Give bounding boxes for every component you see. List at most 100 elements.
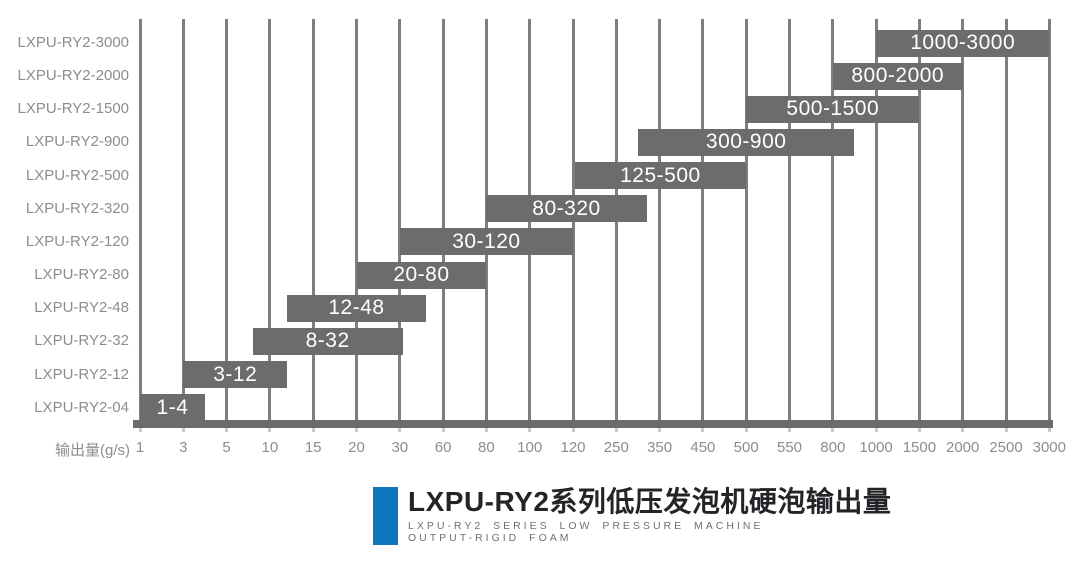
gridline	[1004, 19, 1008, 420]
bar-label: 8-32	[305, 329, 350, 353]
bar-label: 80-320	[532, 196, 601, 220]
x-axis-tick-label: 120	[560, 439, 586, 456]
gridline	[744, 19, 748, 420]
output-range-bar: 3-12	[183, 361, 288, 388]
x-axis-tick-label: 1500	[902, 439, 937, 456]
bar-label: 300-900	[705, 130, 787, 154]
gridline	[917, 19, 921, 420]
x-axis-tick-label: 80	[478, 439, 495, 456]
tick-mark	[268, 428, 272, 432]
gridline	[441, 19, 445, 420]
tick-mark	[225, 428, 229, 432]
x-axis-tick-label: 60	[434, 439, 452, 456]
bar-label: 800-2000	[851, 64, 945, 88]
x-axis-tick-label: 800	[820, 439, 846, 456]
y-axis-label: LXPU-RY2-32	[34, 332, 129, 350]
y-axis-label: LXPU-RY2-12	[34, 365, 129, 383]
x-axis-tick-label: 100	[517, 439, 543, 456]
x-axis-tick-label: 30	[391, 439, 409, 456]
x-axis-tick-label: 2000	[946, 439, 980, 456]
tick-mark	[571, 428, 575, 432]
output-range-bar: 20-80	[356, 261, 487, 289]
y-axis-label: LXPU-RY2-320	[25, 199, 129, 217]
tick-mark	[311, 428, 315, 432]
output-range-bar: 1-4	[140, 394, 205, 422]
tick-mark	[874, 428, 878, 432]
gridline	[181, 19, 185, 420]
bar-label: 1000-3000	[910, 31, 1016, 54]
tick-mark	[744, 428, 748, 432]
gridline	[788, 19, 791, 420]
tick-mark	[355, 428, 358, 432]
chart-caption: LXPU-RY2系列低压发泡机硬泡输出量 LXPU-RY2 SERIES LOW…	[373, 487, 891, 545]
tick-mark	[484, 428, 488, 432]
bar-label: 12-48	[328, 296, 385, 320]
output-range-bar: 300-900	[637, 128, 855, 156]
tick-mark	[181, 428, 185, 432]
y-axis-label: LXPU-RY2-1500	[17, 100, 129, 118]
bar-label: 1-4	[156, 395, 189, 419]
y-axis-label: LXPU-RY2-2000	[17, 67, 129, 85]
y-axis-label: LXPU-RY2-48	[34, 299, 129, 317]
x-axis-tick-label: 1	[135, 439, 145, 456]
x-axis-tick-label: 5	[222, 439, 231, 456]
x-axis-tick-label: 550	[776, 439, 803, 456]
gridline	[398, 19, 402, 420]
output-range-bar: 12-48	[287, 294, 426, 322]
output-range-bar: 1000-3000	[876, 29, 1050, 57]
x-axis-tick-label: 3000	[1032, 439, 1066, 456]
title-accent-square	[373, 487, 398, 545]
output-range-bar: 8-32	[252, 327, 403, 355]
x-axis-tick-label: 20	[348, 439, 365, 456]
gridline	[355, 19, 358, 420]
x-axis-tick-label: 3	[179, 439, 188, 456]
gridline	[701, 19, 705, 420]
output-range-bar: 500-1500	[746, 95, 920, 123]
y-axis-label: LXPU-RY2-500	[25, 166, 129, 184]
y-axis-label: LXPU-RY2-900	[25, 133, 129, 151]
y-axis-label: LXPU-RY2-04	[34, 398, 129, 416]
gridline	[311, 19, 315, 420]
gridline	[831, 19, 835, 420]
x-axis-tick-label: 1000	[859, 439, 893, 456]
y-axis-label: LXPU-RY2-80	[34, 266, 129, 284]
x-axis-tick-label: 2500	[989, 439, 1023, 456]
tick-mark	[1004, 428, 1008, 432]
tick-mark	[961, 428, 965, 432]
gridline	[138, 19, 142, 420]
gridline	[225, 19, 229, 420]
x-axis-tick-label: 250	[603, 439, 629, 456]
gridline	[874, 19, 878, 420]
gridline	[1047, 19, 1051, 420]
tick-mark	[917, 428, 921, 432]
chart-title: LXPU-RY2系列低压发泡机硬泡输出量	[408, 486, 892, 517]
tick-mark	[614, 428, 618, 432]
bar-label: 20-80	[393, 263, 450, 287]
gridline	[658, 19, 662, 420]
bar-label: 3-12	[213, 362, 258, 386]
gridline	[961, 19, 965, 420]
tick-mark	[398, 428, 402, 432]
output-range-bar: 80-320	[486, 195, 647, 223]
x-axis-tick-label: 10	[261, 439, 279, 456]
tick-mark	[831, 428, 835, 432]
tick-mark	[701, 428, 705, 432]
tick-mark	[138, 428, 142, 432]
x-axis-tick-label: 500	[733, 439, 759, 456]
x-axis-tick-label: 450	[690, 439, 716, 456]
bar-label: 125-500	[620, 163, 701, 187]
output-range-bar: 125-500	[574, 162, 747, 190]
bar-label: 30-120	[452, 229, 521, 253]
x-axis-tick-label: 350	[647, 439, 673, 456]
tick-mark	[528, 428, 532, 432]
output-range-bar: 800-2000	[832, 62, 963, 90]
gridline	[268, 19, 272, 420]
y-axis-label: LXPU-RY2-120	[25, 232, 129, 250]
output-range-bar: 30-120	[399, 228, 573, 256]
tick-mark	[441, 428, 445, 432]
chart-subtitle-line2: OUTPUT-RIGID FOAM	[408, 532, 572, 544]
x-axis-title: 输出量(g/s)	[54, 442, 130, 459]
chart-subtitle-line1: LXPU-RY2 SERIES LOW PRESSURE MACHINE	[408, 520, 764, 532]
caption-text-block: LXPU-RY2系列低压发泡机硬泡输出量 LXPU-RY2 SERIES LOW…	[408, 486, 892, 545]
